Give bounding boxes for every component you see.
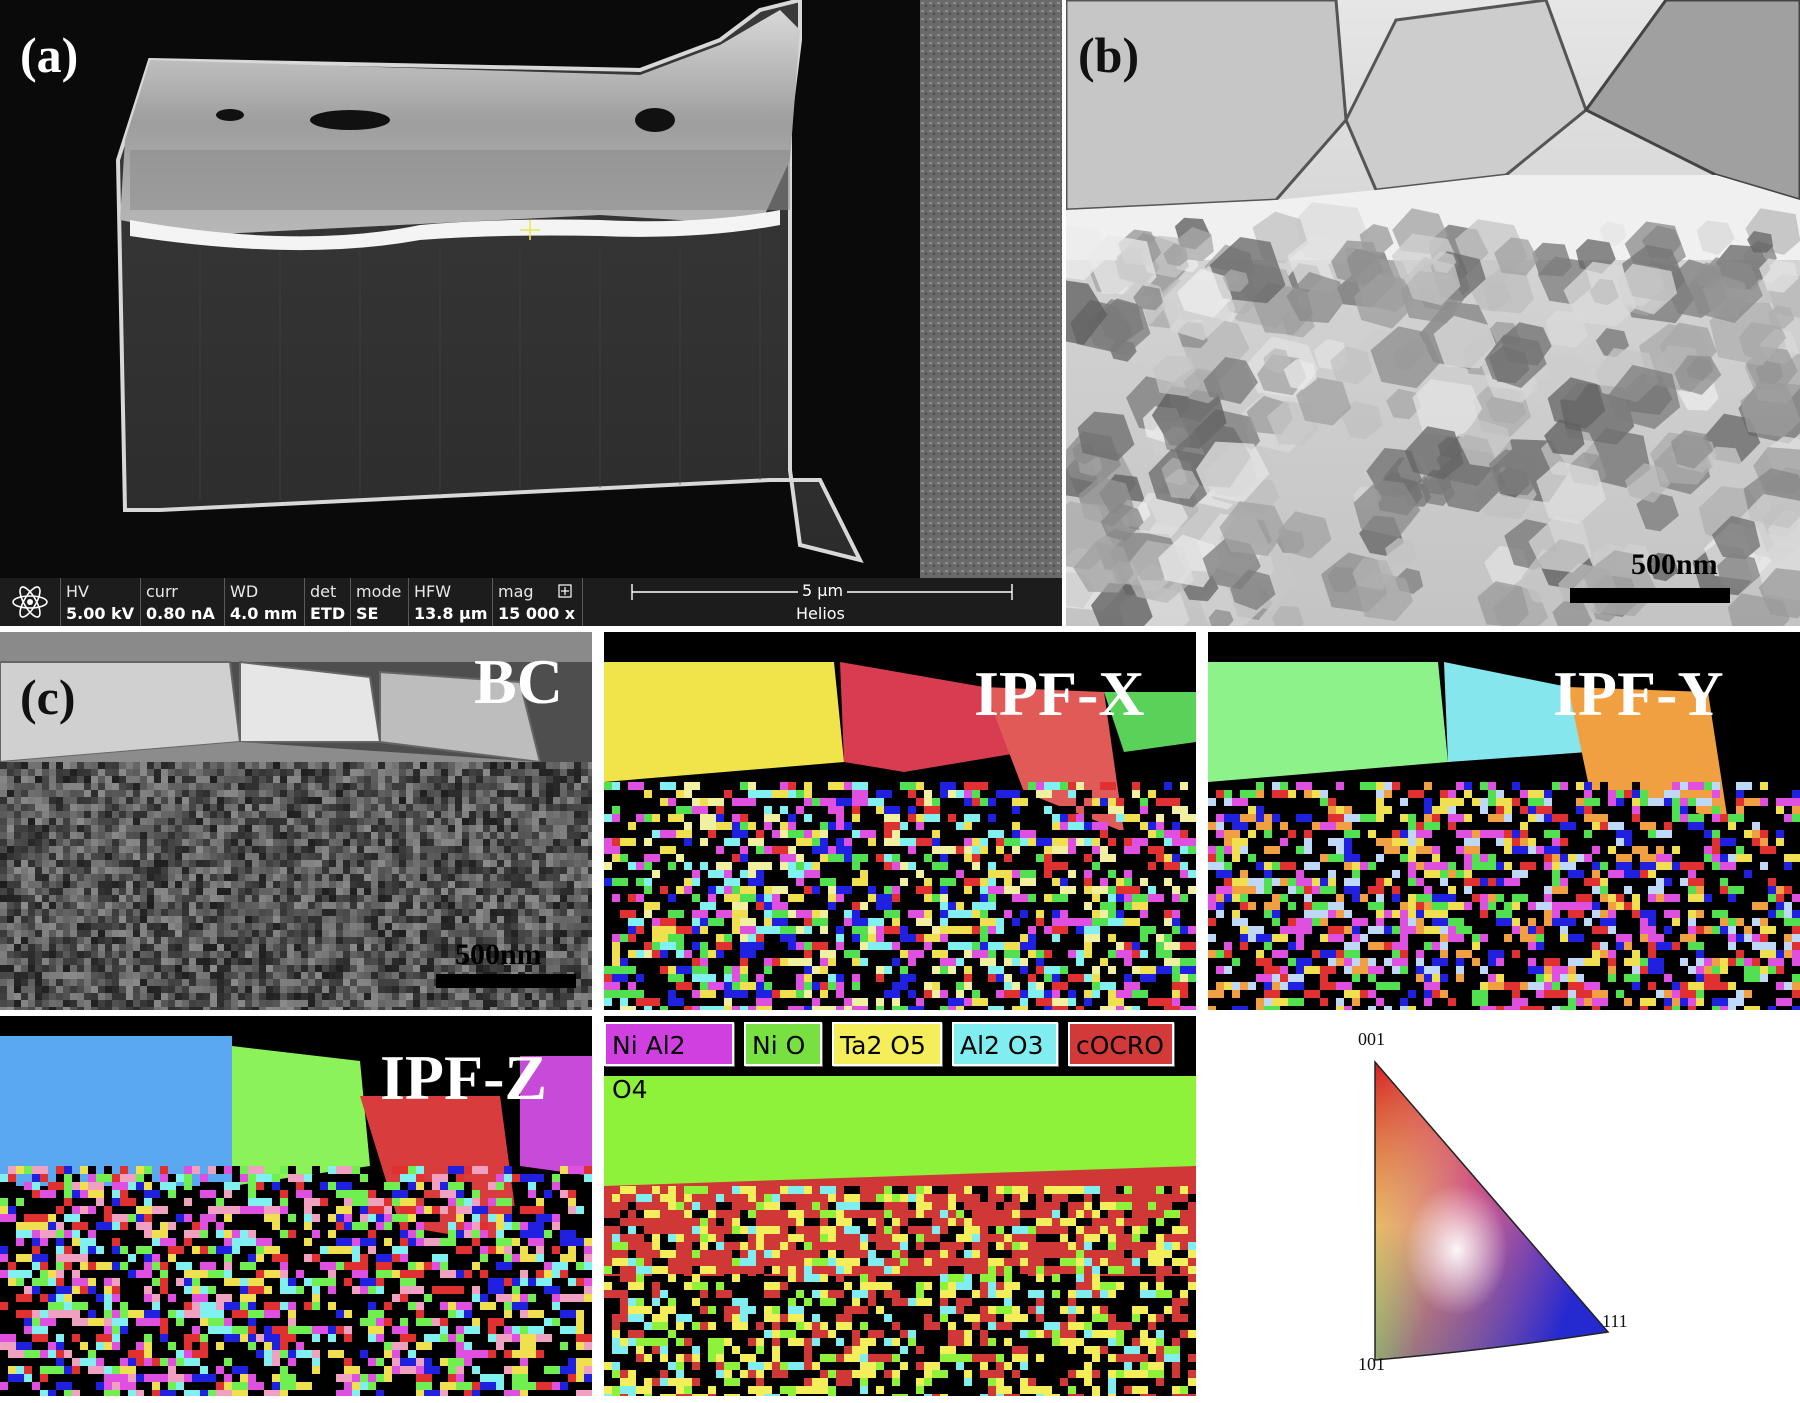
panel-c-scale-bar (436, 974, 576, 988)
ipf-x-label: IPF-X (974, 658, 1145, 729)
field-key: mode (356, 582, 402, 601)
field-value: 15 000 x (498, 604, 576, 623)
bc-speckle (0, 762, 592, 1010)
grain (1583, 0, 1800, 202)
ipf-z-label: IPF-Z (380, 1042, 548, 1113)
field-value: SE (356, 604, 379, 623)
field-value: 13.8 µm (414, 604, 488, 623)
phase-noise (604, 1186, 1196, 1396)
oxide-zone (130, 150, 790, 210)
field-key: curr (146, 582, 178, 601)
tem-image (1066, 0, 1800, 626)
bc-map-label: BC (474, 646, 563, 717)
field-wd: WD 4.0 mm (224, 578, 305, 626)
expand-icon (558, 584, 572, 598)
ipf-y-image (1208, 632, 1800, 1010)
panel-ipf-x-map: IPF-X (604, 632, 1196, 1010)
legend-item-al2o3: Al2 O3 (952, 1022, 1058, 1066)
field-mode: mode SE (350, 578, 409, 626)
crosshair-icon (520, 220, 540, 240)
field-key: det (310, 582, 337, 601)
legend-label: Ni O (752, 1031, 806, 1060)
field-hfw: HFW 13.8 µm (408, 578, 493, 626)
panel-b-scale-bar (1570, 588, 1730, 603)
ipf-key-111: 111 (1602, 1311, 1628, 1331)
bc-map-image (0, 632, 592, 1010)
legend-item-nio: Ni O (744, 1022, 822, 1066)
legend-label: Ta2 O5 (840, 1031, 926, 1060)
void (635, 108, 675, 132)
ipf-y-noise (1208, 782, 1800, 1010)
legend-item-nial2o4: Ni Al2 O4 (604, 1022, 734, 1104)
sem-scale-label: 5 µm (798, 581, 848, 600)
void (216, 109, 244, 121)
legend-label: Al2 O3 (960, 1031, 1044, 1060)
field-value: 5.00 kV (66, 604, 135, 623)
sem-image (115, 0, 1062, 578)
panel-b-scale-label: 500nm (1631, 548, 1718, 581)
ipf-z-image (0, 1016, 592, 1396)
ipf-z-noise (0, 1166, 592, 1396)
panel-c-label: (c) (20, 669, 76, 725)
atom-icon (12, 586, 48, 618)
panel-b-tem-image: (b) 500nm (1066, 0, 1800, 626)
panel-c-scale-label: 500nm (455, 938, 542, 971)
legend-label: cOCRO (1076, 1031, 1164, 1060)
fine-grain-zone (1066, 202, 1800, 626)
field-key: WD (230, 582, 259, 601)
atom-icon-cell (0, 578, 61, 626)
ipf-y-label: IPF-Y (1553, 658, 1724, 729)
field-key: HFW (414, 582, 452, 601)
field-value: ETD (310, 604, 346, 623)
field-mag: mag 15 000 x (492, 578, 583, 626)
panel-phase-map (604, 1016, 1196, 1396)
panel-a-sem-image: (a) (0, 0, 1062, 626)
panel-ipf-y-map: IPF-Y (1208, 632, 1800, 1010)
ipf-key-001: 001 (1358, 1029, 1385, 1049)
field-value: 0.80 nA (146, 604, 215, 623)
sem-data-bar: HV 5.00 kV curr 0.80 nA WD 4.0 mm det ET… (0, 578, 1062, 626)
field-hv: HV 5.00 kV (60, 578, 141, 626)
rough-surface (920, 0, 1062, 578)
panel-ipf-z-map: IPF-Z (0, 1016, 592, 1396)
panel-a-label: (a) (20, 27, 79, 83)
legend-label: Ni Al2 O4 (612, 1031, 686, 1104)
legend-item-cocro: cOCRO (1068, 1022, 1174, 1066)
ipf-color-key: 001 101 111 (1340, 1020, 1660, 1380)
void (310, 110, 390, 130)
field-key: HV (66, 582, 89, 601)
field-value: 4.0 mm (230, 604, 298, 623)
bright-band (130, 210, 780, 251)
ipf-key-101: 101 (1358, 1354, 1385, 1374)
field-key: mag (498, 582, 534, 601)
grain (1066, 0, 1348, 212)
phase-map-image (604, 1016, 1196, 1396)
legend-item-ta2o5: Ta2 O5 (832, 1022, 942, 1066)
ipf-x-noise (604, 782, 1196, 1010)
scale-cell: 5 µm Helios (582, 578, 1061, 626)
ipf-x-image (604, 632, 1196, 1010)
field-det: det ETD (304, 578, 351, 626)
field-curr: curr 0.80 nA (140, 578, 225, 626)
panel-b-label: (b) (1078, 27, 1140, 83)
instrument-name: Helios (796, 604, 845, 623)
panel-bc-map: (c) BC 500nm (0, 632, 592, 1010)
ipf-triangle (1374, 1059, 1610, 1361)
